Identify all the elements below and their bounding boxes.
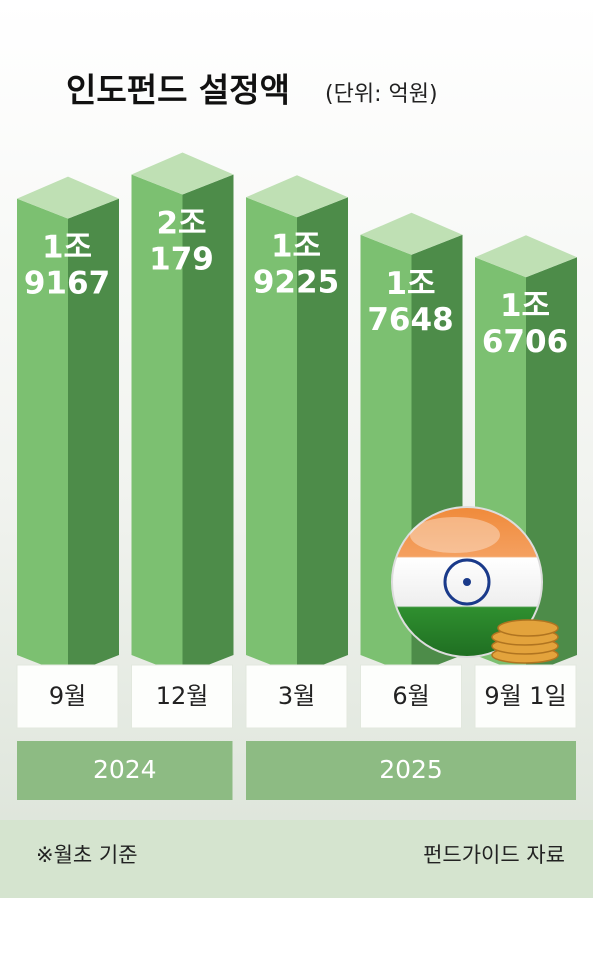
bar-side [182,174,234,676]
value-label-line: 1조 [500,288,550,324]
value-label-line: 1조 [385,265,435,301]
value-label-line: 1조 [271,228,321,264]
x-tick-label: 9월 [49,682,86,710]
value-label-line: 9225 [253,264,339,300]
group-box [246,741,576,800]
category-box [474,664,577,729]
footnote: ※월초 기준 [36,843,138,867]
bar-side [68,198,119,675]
value-label: 2조 179 [149,205,214,277]
value-label: 1조 6706 [482,288,568,360]
group-label: 2024 [93,755,157,784]
value-label: 1조 7648 [367,265,453,337]
bar-front [17,198,68,675]
coins-icon [491,619,559,664]
bar-side [297,197,348,675]
category-box [16,664,119,729]
india-flag-icon [391,506,543,658]
value-label-line: 179 [149,241,214,277]
value-label-line: 1조 [42,229,92,265]
category-box [245,664,348,729]
value-label: 1조 9167 [24,229,110,301]
unit-label: (단위: 억원) [325,82,438,107]
bar-top [360,212,463,255]
bar-top [17,176,119,219]
bar-top [131,152,234,195]
value-label-line: 9167 [24,265,110,301]
category-box [360,664,462,729]
value-label-line: 2조 [156,205,206,241]
x-tick-label: 12월 [156,682,209,710]
bar-front [131,174,183,676]
footer-band [0,820,593,898]
category-box [131,664,233,729]
bar-top [475,235,577,278]
value-label: 1조 9225 [253,228,339,300]
value-label-line: 7648 [367,301,453,337]
x-tick-label: 9월 1일 [484,682,566,710]
value-label-line: 6706 [482,324,568,360]
chart-title: 인도펀드 설정액 [66,71,290,110]
bar-top [246,175,348,218]
x-tick-label: 3월 [278,682,315,710]
group-label: 2025 [379,755,443,784]
x-tick-label: 6월 [392,682,429,710]
source: 펀드가이드 자료 [423,843,565,867]
group-box [17,741,233,800]
bar-front [246,197,297,675]
